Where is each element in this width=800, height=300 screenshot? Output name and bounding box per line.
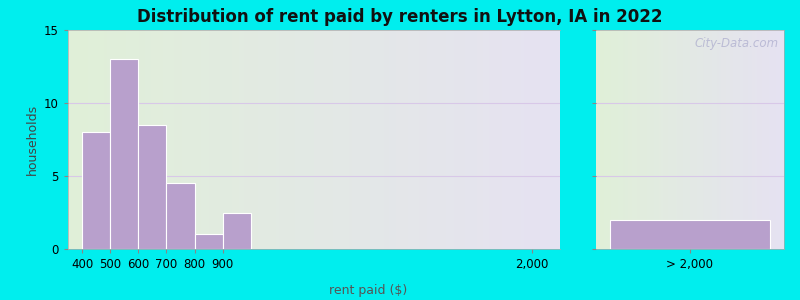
Text: rent paid ($): rent paid ($) (329, 284, 407, 297)
Bar (610, 220, 770, 249)
Bar (194, 234, 222, 249)
Text: Distribution of rent paid by renters in Lytton, IA in 2022: Distribution of rent paid by renters in … (138, 8, 662, 26)
Bar (110, 59, 138, 249)
Bar (222, 212, 250, 249)
Bar (166, 183, 194, 249)
Text: City-Data.com: City-Data.com (694, 37, 778, 50)
Bar (82, 132, 110, 249)
Y-axis label: households: households (26, 104, 38, 175)
Bar (138, 125, 166, 249)
